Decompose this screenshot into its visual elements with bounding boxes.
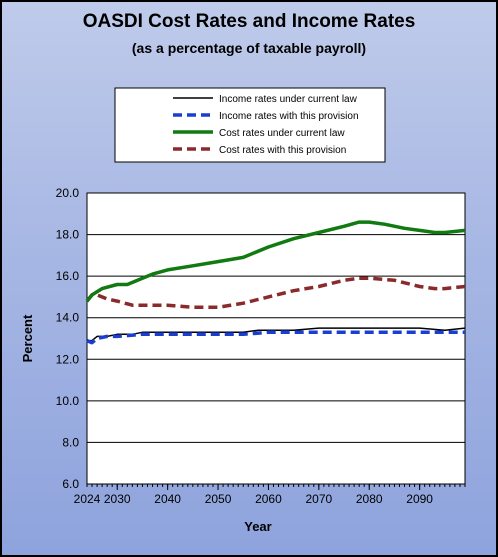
y-tick-label: 20.0 bbox=[56, 186, 80, 200]
legend-box bbox=[114, 87, 386, 163]
y-axis-title: Percent bbox=[20, 314, 35, 362]
plot-background bbox=[86, 192, 466, 485]
legend-label: Income rates with this provision bbox=[219, 111, 359, 122]
series-line-4 bbox=[85, 276, 466, 310]
chart-subtitle: (as a percentage of taxable payroll) bbox=[131, 40, 367, 56]
chart-title: OASDI Cost Rates and Income Rates bbox=[82, 11, 416, 32]
y-tick-label: 10.0 bbox=[56, 394, 80, 408]
x-tick-label: 2090 bbox=[406, 492, 433, 506]
y-tick-label: 18.0 bbox=[56, 228, 80, 242]
legend-label: Income rates under current law bbox=[219, 94, 358, 105]
y-tick-label: 8.0 bbox=[62, 435, 79, 449]
x-tick-label: 2060 bbox=[255, 492, 282, 506]
series-line-1 bbox=[87, 327, 466, 342]
series-line-2 bbox=[86, 330, 465, 345]
x-axis-title: Year bbox=[244, 519, 271, 534]
x-tick-label: 2070 bbox=[305, 492, 332, 506]
plot-area: 6.0 8.0 10.0 12.0 14.0 16.0 18.0 20.0 2024 2030 20… bbox=[20, 186, 466, 534]
x-tick-label: 2050 bbox=[205, 492, 232, 506]
x-tick-label: 2040 bbox=[154, 492, 181, 506]
x-tick-label: 2030 bbox=[104, 492, 131, 506]
y-tick-label: 6.0 bbox=[62, 477, 79, 491]
x-tick-label: 2024 bbox=[74, 492, 101, 506]
legend-label: Cost rates under current law bbox=[219, 128, 345, 139]
legend-label: Cost rates with this provision bbox=[219, 145, 346, 156]
y-tick-label: 16.0 bbox=[56, 269, 80, 283]
series-line-3 bbox=[85, 220, 466, 303]
y-tick-label: 12.0 bbox=[56, 352, 80, 366]
y-tick-label: 14.0 bbox=[56, 311, 80, 325]
legend: Income rates under current law Income rat… bbox=[114, 87, 386, 163]
x-tick-label: 2080 bbox=[356, 492, 383, 506]
